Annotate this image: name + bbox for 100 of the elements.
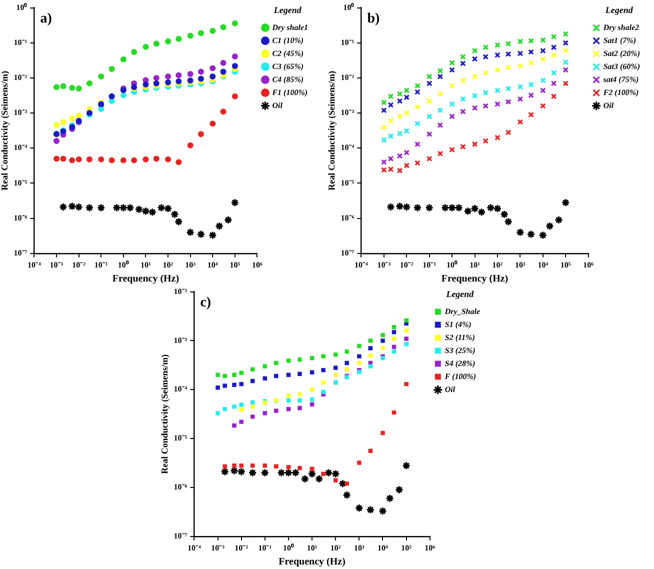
x-tick-label: 10³	[514, 260, 526, 270]
point	[333, 366, 338, 370]
x-axis-title: Frequency (Hz)	[441, 274, 508, 285]
point	[239, 420, 244, 424]
point	[176, 159, 182, 166]
point	[298, 372, 302, 376]
point	[505, 98, 512, 105]
chart-title: b)	[367, 11, 380, 26]
point	[262, 411, 268, 416]
x-tick-label: 10⁻⁴	[187, 543, 202, 552]
point	[153, 40, 160, 47]
point	[426, 131, 432, 138]
point	[494, 66, 500, 73]
y-tick-label: 10⁰	[343, 2, 354, 12]
point	[550, 70, 557, 76]
point	[494, 52, 500, 58]
point	[562, 80, 569, 86]
point	[404, 110, 410, 116]
point	[187, 70, 194, 77]
y-tick-label: 10⁻⁶	[174, 482, 188, 492]
point	[528, 49, 534, 55]
chart-title: c)	[200, 295, 212, 310]
x-tick-label: 10⁵	[560, 260, 572, 270]
point	[344, 481, 349, 486]
legend-label: S3 (25%)	[444, 346, 476, 355]
x-tick-label: 10⁴	[207, 260, 218, 270]
point	[344, 367, 349, 372]
point	[120, 56, 126, 62]
legend-label: S4 (28%)	[444, 358, 476, 368]
point	[368, 364, 373, 368]
point	[392, 344, 396, 349]
legend-label: Dry shale2	[602, 22, 640, 32]
y-tick-label: 10⁻⁴	[14, 143, 28, 152]
point	[404, 88, 410, 94]
point	[262, 364, 268, 368]
legend-label: Sat2 (20%)	[603, 48, 640, 58]
x-tick-label: 10⁶	[252, 260, 264, 270]
y-tick-label: 10⁻³	[14, 108, 28, 118]
y-tick-label: 10⁻⁷	[340, 248, 355, 258]
legend-title: Legend	[604, 4, 634, 15]
point	[449, 146, 455, 153]
x-tick-label: 10⁴	[378, 543, 389, 552]
x-axis-title: Frequency (Hz)	[278, 556, 346, 568]
point	[298, 358, 302, 362]
point	[198, 30, 204, 36]
point	[76, 156, 82, 162]
point	[368, 338, 373, 343]
point	[517, 84, 524, 90]
point	[437, 150, 444, 156]
x-tick-label: 10⁶	[424, 543, 436, 552]
x-tick-label: 10⁻²	[72, 260, 86, 270]
point	[517, 63, 524, 69]
point	[449, 114, 455, 120]
y-tick-label: 10⁻¹	[14, 38, 28, 47]
point	[528, 60, 534, 66]
point	[321, 390, 326, 394]
legend-label: C4 (85%)	[272, 74, 304, 84]
point	[153, 156, 160, 162]
point	[198, 131, 204, 138]
point	[310, 356, 314, 360]
legend-title: Legend	[445, 288, 474, 299]
point	[232, 53, 238, 60]
point	[220, 108, 226, 115]
y-tick-label: 10⁻²	[14, 73, 28, 82]
x-tick-label: 10⁰	[446, 260, 458, 270]
point	[76, 86, 82, 92]
point	[262, 376, 268, 380]
point	[414, 82, 420, 89]
point	[142, 156, 149, 162]
x-tick-label: 10⁻²	[400, 260, 414, 270]
point	[308, 470, 316, 478]
point	[540, 37, 546, 44]
point	[437, 122, 444, 128]
x-tick-label: 10⁴	[538, 260, 549, 270]
point	[86, 156, 92, 162]
legend-label: Dry_Shale	[444, 306, 480, 316]
point	[165, 74, 172, 80]
point	[321, 354, 326, 358]
point	[198, 76, 204, 82]
point	[414, 120, 420, 127]
point	[392, 336, 396, 341]
point	[482, 54, 489, 60]
legend-label: F2 (100%)	[602, 88, 639, 97]
y-tick-label: 10⁻⁴	[340, 143, 355, 152]
y-axis-title: Real Conductivity (Seimens/m)	[160, 354, 170, 474]
point	[98, 156, 104, 162]
x-tick-label: 10⁻²	[234, 543, 249, 552]
point	[141, 206, 150, 216]
point	[437, 91, 444, 97]
legend-label: C1 (10%)	[272, 36, 304, 45]
y-tick-label: 10⁻⁴	[174, 384, 188, 394]
point	[239, 370, 244, 376]
point	[449, 101, 455, 108]
point	[494, 134, 500, 140]
point	[239, 382, 244, 386]
point	[517, 96, 524, 102]
point	[505, 86, 512, 92]
point	[165, 38, 172, 44]
point	[210, 74, 216, 80]
x-tick-label: 10³	[354, 543, 365, 552]
